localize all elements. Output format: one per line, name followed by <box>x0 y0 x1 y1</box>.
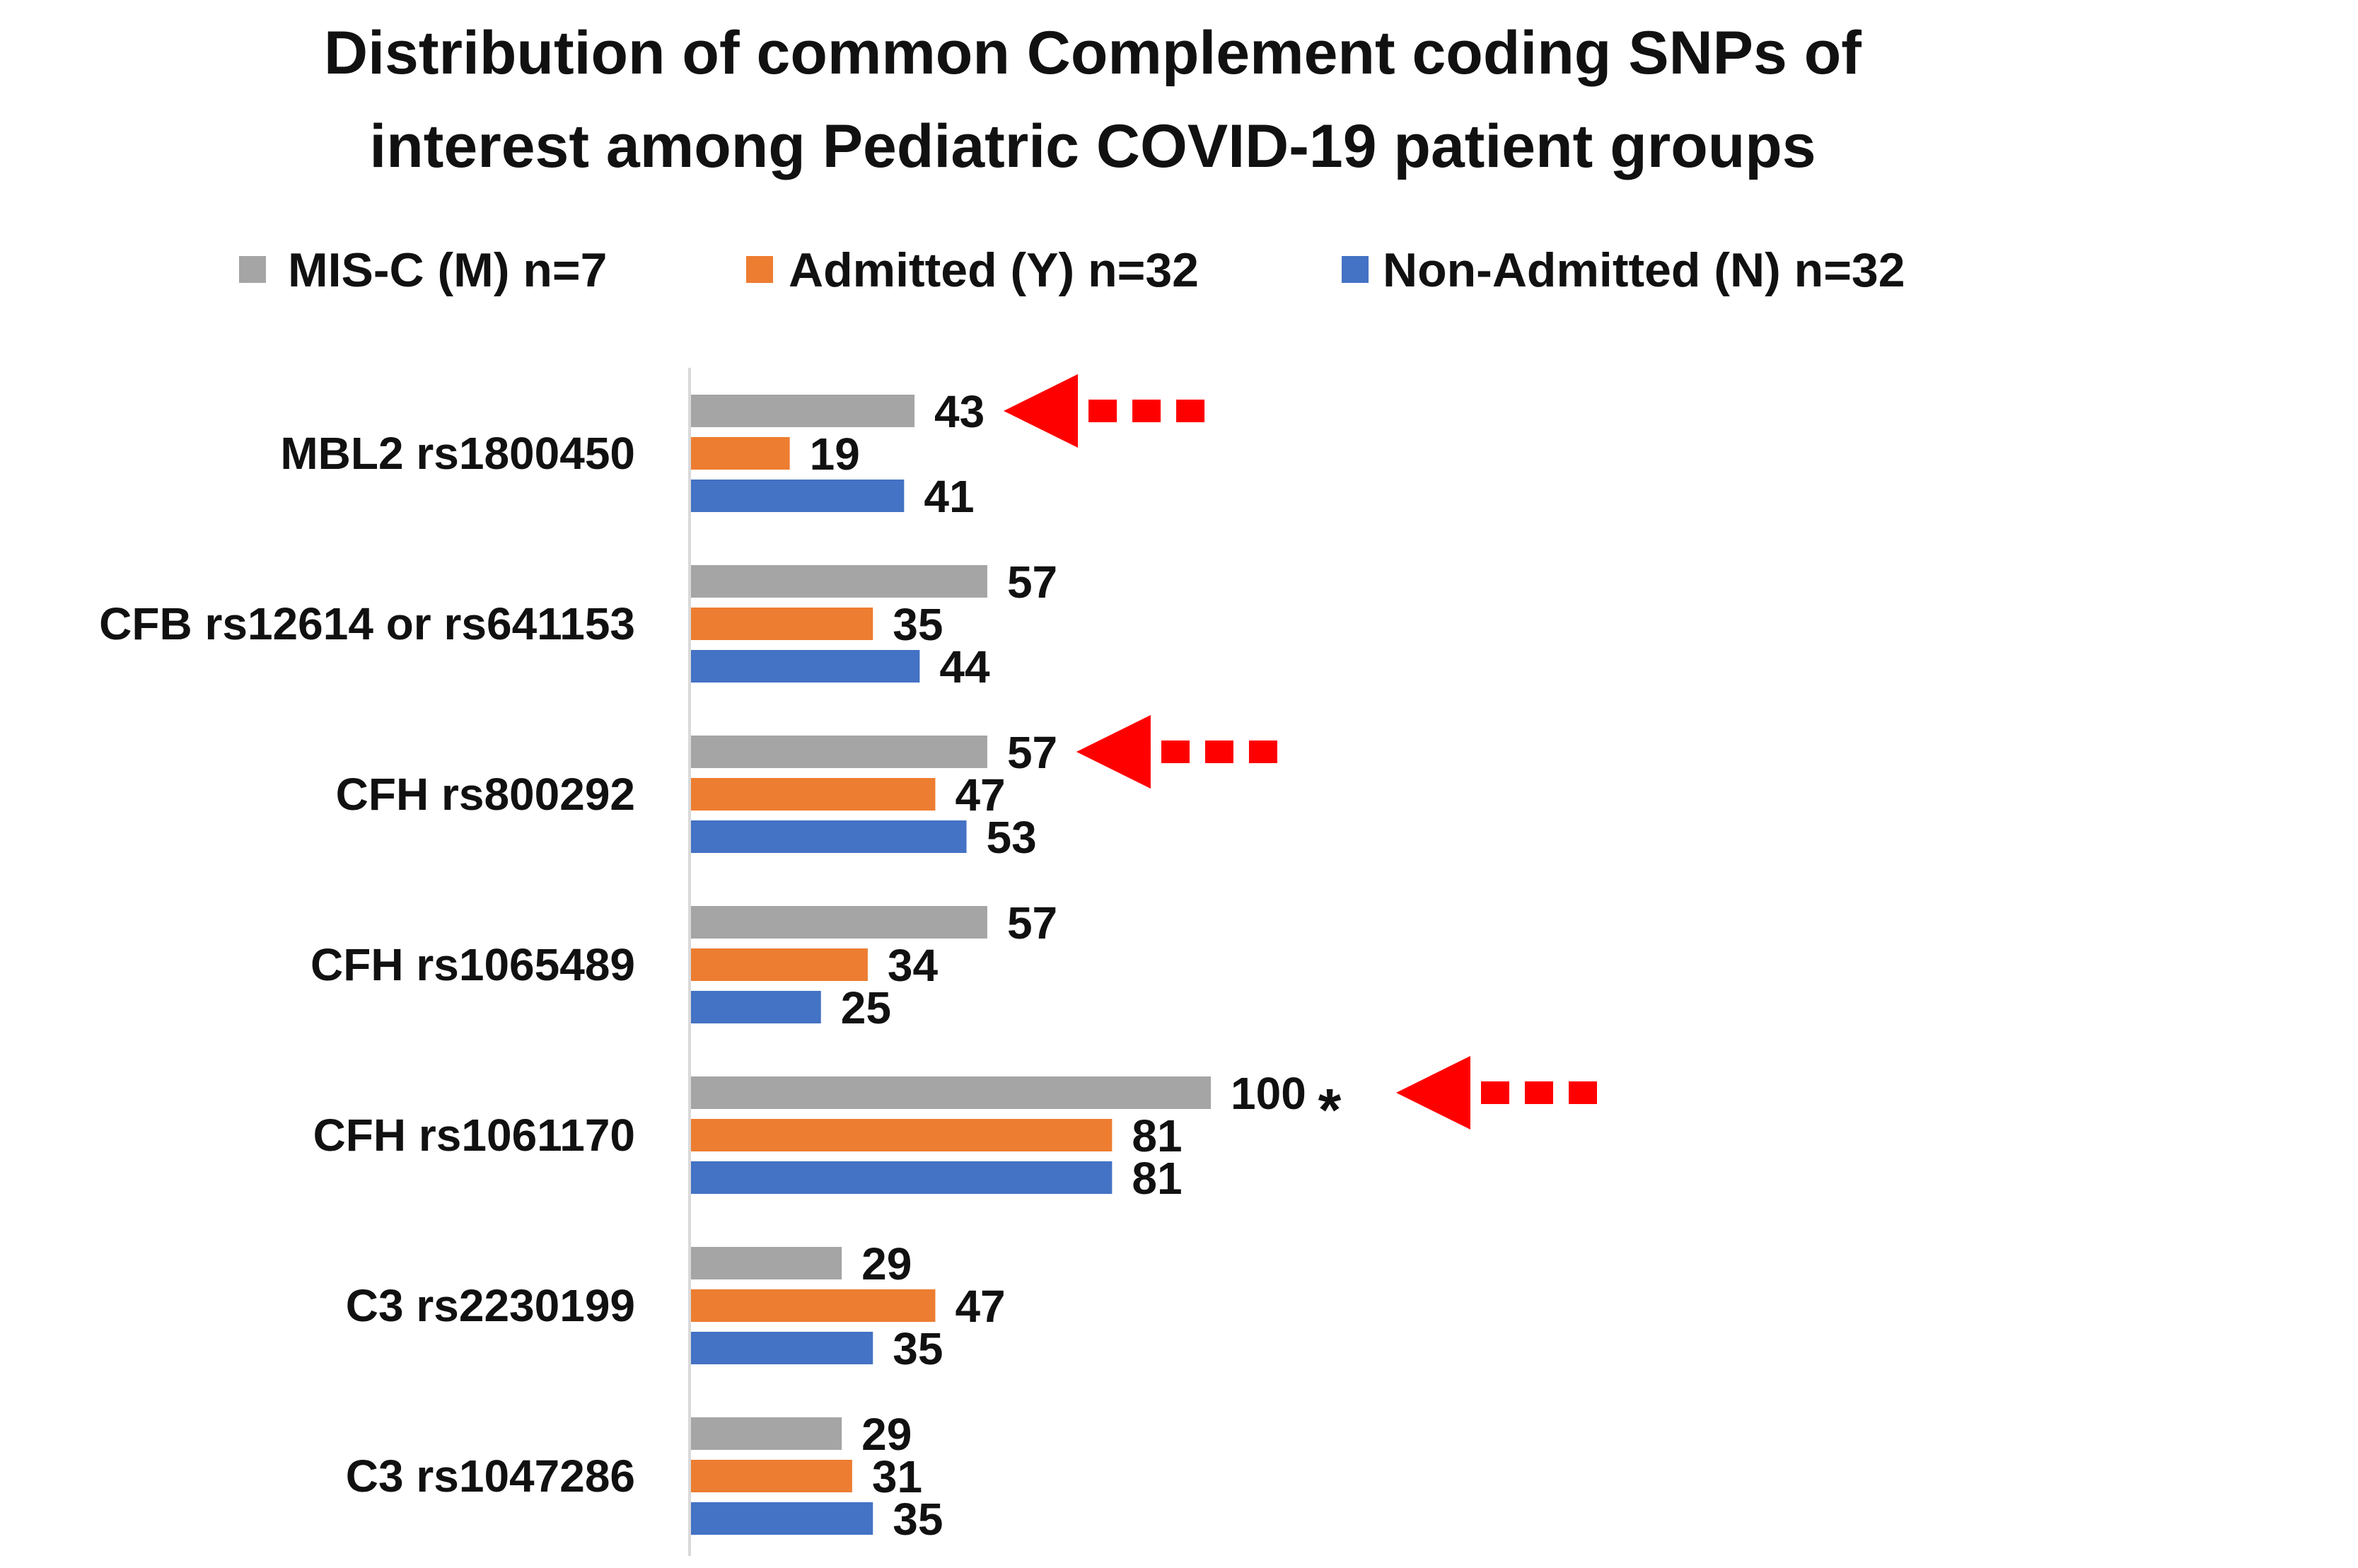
value-label-mbl2-rs1800450-non-admitted-n-n-32: 41 <box>924 471 974 522</box>
bar-c3-rs1047286-mis-c-m-n-7 <box>691 1417 842 1450</box>
arrow-dash <box>1481 1081 1509 1104</box>
value-label-cfb-rs12614-or-rs641153-admitted-y-n-32: 35 <box>893 599 943 650</box>
value-label-c3-rs1047286-admitted-y-n-32: 31 <box>872 1451 922 1502</box>
legend-swatch-mis-c-m-n-7 <box>239 256 266 283</box>
value-label-cfh-rs1061170-mis-c-m-n-7: 100 <box>1231 1068 1306 1119</box>
chart-title: Distribution of common Complement coding… <box>324 19 1862 180</box>
value-label-c3-rs2230199-admitted-y-n-32: 47 <box>955 1281 1005 1332</box>
annotations: * <box>1004 374 1597 1143</box>
bar-cfb-rs12614-or-rs641153-admitted-y-n-32 <box>691 608 873 640</box>
category-label-c3-rs1047286: C3 rs1047286 <box>346 1451 635 1502</box>
bar-cfh-rs1061170-admitted-y-n-32 <box>691 1119 1113 1151</box>
category-label-cfh-rs800292: CFH rs800292 <box>336 769 635 820</box>
arrow-dash <box>1248 741 1277 763</box>
legend-label-admitted-y-n-32: Admitted (Y) n=32 <box>789 243 1199 297</box>
arrow-dash <box>1176 400 1205 422</box>
category-labels: MBL2 rs1800450 CFB rs12614 or rs641153 CFH… <box>99 428 635 1502</box>
value-label-c3-rs2230199-non-admitted-n-n-32: 35 <box>893 1323 943 1374</box>
bar-mbl2-rs1800450-mis-c-m-n-7 <box>691 395 915 427</box>
arrow-dash <box>1569 1081 1597 1104</box>
bar-cfh-rs1065489-mis-c-m-n-7 <box>691 906 987 939</box>
arrow-dash <box>1088 400 1117 422</box>
category-label-cfh-rs1061170: CFH rs1061170 <box>313 1110 635 1161</box>
arrow-dash <box>1161 741 1190 763</box>
arrow-dash <box>1132 400 1161 422</box>
value-label-cfh-rs1065489-admitted-y-n-32: 34 <box>888 940 939 991</box>
value-label-cfh-rs800292-admitted-y-n-32: 47 <box>955 770 1005 820</box>
value-label-cfh-rs1061170-admitted-y-n-32: 81 <box>1132 1110 1182 1161</box>
arrow-head <box>1396 1056 1470 1129</box>
value-label-cfh-rs1065489-mis-c-m-n-7: 57 <box>1007 898 1057 948</box>
bar-cfh-rs800292-non-admitted-n-n-32 <box>691 820 967 853</box>
chart-title-line-2: interest among Pediatric COVID-19 patien… <box>369 112 1816 180</box>
bar-cfh-rs800292-admitted-y-n-32 <box>691 778 936 811</box>
value-label-cfb-rs12614-or-rs641153-non-admitted-n-n-32: 44 <box>939 641 990 692</box>
bar-cfh-rs1061170-mis-c-m-n-7 <box>691 1076 1211 1109</box>
value-label-cfh-rs1065489-non-admitted-n-n-32: 25 <box>841 982 891 1033</box>
arrow-dash <box>1204 741 1233 763</box>
value-label-cfh-rs800292-mis-c-m-n-7: 57 <box>1007 727 1057 778</box>
red-dashed-arrow-icon-mbl2-rs1800450 <box>1004 374 1205 448</box>
bar-c3-rs2230199-mis-c-m-n-7 <box>691 1247 842 1279</box>
arrow-head <box>1004 374 1079 448</box>
value-label-cfh-rs1061170-non-admitted-n-n-32: 81 <box>1132 1153 1182 1204</box>
arrow-dash <box>1525 1081 1553 1104</box>
category-label-mbl2-rs1800450: MBL2 rs1800450 <box>280 428 635 479</box>
bar-cfh-rs1061170-non-admitted-n-n-32 <box>691 1161 1113 1194</box>
bar-cfh-rs1065489-non-admitted-n-n-32 <box>691 991 821 1023</box>
bar-mbl2-rs1800450-admitted-y-n-32 <box>691 437 790 470</box>
value-label-cfb-rs12614-or-rs641153-mis-c-m-n-7: 57 <box>1007 557 1057 608</box>
significance-marker: * <box>1318 1076 1342 1143</box>
bar-cfb-rs12614-or-rs641153-non-admitted-n-n-32 <box>691 650 920 683</box>
value-label-c3-rs2230199-mis-c-m-n-7: 29 <box>861 1238 912 1289</box>
legend-label-mis-c-m-n-7: MIS-C (M) n=7 <box>288 243 607 297</box>
legend-label-non-admitted-n-n-32: Non-Admitted (N) n=32 <box>1383 243 1905 297</box>
bar-mbl2-rs1800450-non-admitted-n-n-32 <box>691 480 905 512</box>
bar-c3-rs2230199-admitted-y-n-32 <box>691 1289 936 1322</box>
bar-cfh-rs800292-mis-c-m-n-7 <box>691 736 987 768</box>
bar-cfh-rs1065489-admitted-y-n-32 <box>691 948 868 981</box>
legend-swatch-non-admitted-n-n-32 <box>1342 256 1369 283</box>
legend: MIS-C (M) n=7 Admitted (Y) n=32 Non-Admitt… <box>239 243 1905 297</box>
value-label-mbl2-rs1800450-mis-c-m-n-7: 43 <box>934 386 985 437</box>
value-label-mbl2-rs1800450-admitted-y-n-32: 19 <box>810 429 860 480</box>
bar-c3-rs1047286-admitted-y-n-32 <box>691 1460 852 1492</box>
bar-c3-rs2230199-non-admitted-n-n-32 <box>691 1332 873 1364</box>
category-label-c3-rs2230199: C3 rs2230199 <box>346 1280 635 1331</box>
chart-title-line-1: Distribution of common Complement coding… <box>324 19 1862 87</box>
arrow-head <box>1076 715 1151 789</box>
value-label-c3-rs1047286-mis-c-m-n-7: 29 <box>861 1409 912 1460</box>
red-dashed-arrow-icon-cfh-rs800292 <box>1076 715 1277 789</box>
bar-cfb-rs12614-or-rs641153-mis-c-m-n-7 <box>691 565 987 598</box>
legend-swatch-admitted-y-n-32 <box>746 256 773 283</box>
bar-c3-rs1047286-non-admitted-n-n-32 <box>691 1502 873 1535</box>
red-dashed-arrow-icon-cfh-rs1061170 <box>1396 1056 1597 1129</box>
category-label-cfh-rs1065489: CFH rs1065489 <box>310 939 635 990</box>
bars <box>691 395 1211 1535</box>
value-label-cfh-rs800292-non-admitted-n-n-32: 53 <box>987 812 1037 863</box>
value-labels: 4319415735445747535734251008181294735293… <box>810 386 1306 1545</box>
category-label-cfb-rs12614-or-rs641153: CFB rs12614 or rs641153 <box>99 598 635 649</box>
value-label-c3-rs1047286-non-admitted-n-n-32: 35 <box>893 1494 943 1545</box>
